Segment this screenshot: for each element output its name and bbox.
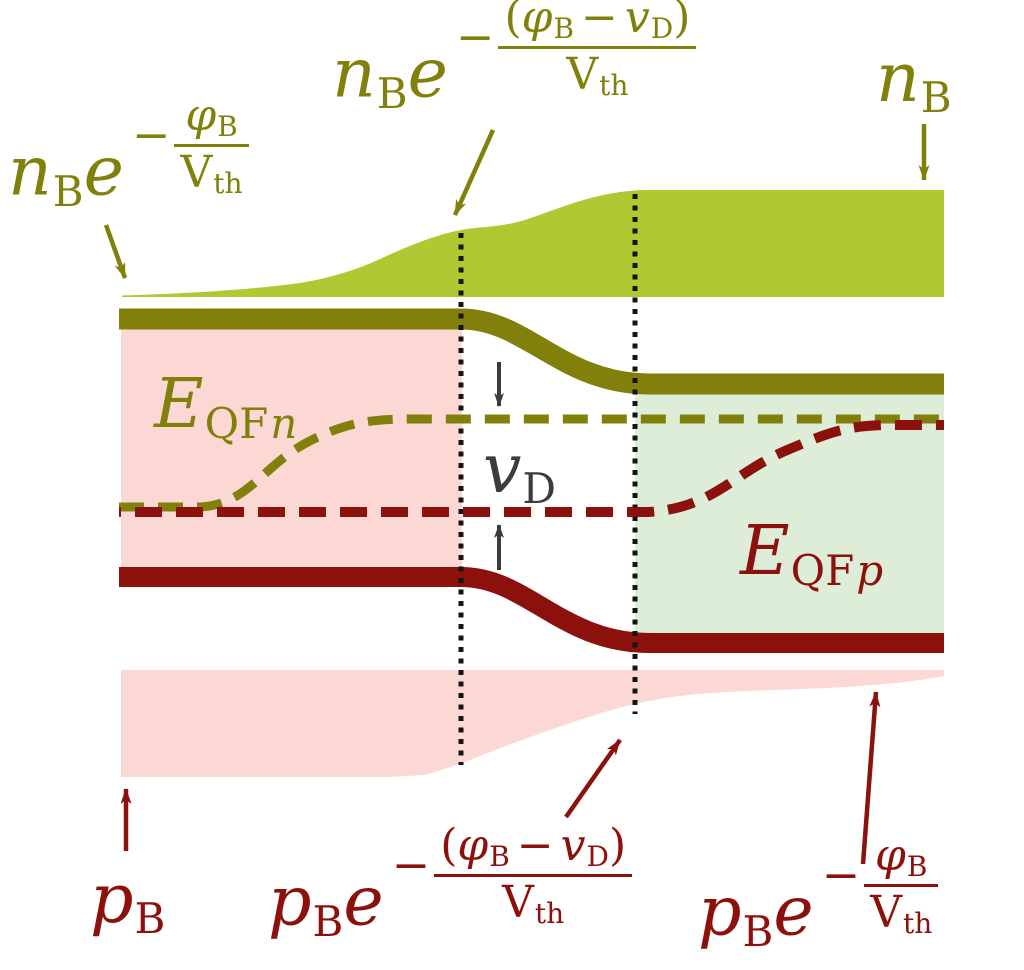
minus-sign: −	[391, 837, 431, 892]
num-sub: B	[217, 109, 238, 143]
num-var2: v	[560, 820, 586, 871]
minus-sign: −	[455, 9, 495, 64]
label-n-junction-edge: nBe − (φB − vD) Vth	[332, 0, 697, 118]
fraction-denominator: Vth	[864, 884, 939, 940]
label-eqfn: EQFn	[154, 371, 297, 445]
minus-sign: −	[821, 847, 861, 902]
fraction-denominator: Vth	[498, 46, 697, 102]
num-var: φ	[185, 90, 217, 141]
den-var: V	[566, 49, 599, 101]
arrow-p-junction	[564, 738, 622, 819]
math-base-sub: B	[376, 68, 408, 118]
fraction-numerator: (φB − vD)	[434, 823, 632, 874]
math-base-sub: B	[312, 896, 344, 946]
paren-open: (	[504, 0, 522, 43]
den-var: V	[180, 147, 213, 199]
electron-density-fill	[122, 190, 944, 297]
num-sub2: D	[650, 11, 674, 45]
paren-open: (	[440, 820, 458, 871]
label-p-bulk: pB	[90, 866, 165, 940]
math-base-sub: B	[52, 166, 84, 216]
num-sub2: D	[586, 839, 609, 873]
label-n-bulk: nB	[876, 45, 952, 119]
math-exponent: − φB Vth	[132, 93, 249, 199]
math-sub-rm: QF	[204, 398, 269, 448]
den-sub: th	[599, 68, 629, 102]
num-sub1: B	[553, 11, 575, 45]
math-exponent: − φB Vth	[822, 833, 939, 939]
arrow-n-left	[103, 224, 128, 279]
math-base: n	[8, 132, 52, 212]
num-var1: φ	[521, 0, 553, 43]
num-minus: −	[516, 820, 554, 871]
math-base: p	[698, 872, 742, 952]
math-base: n	[332, 34, 376, 114]
num-var2: v	[624, 0, 650, 43]
conduction-band	[119, 308, 944, 395]
math-exponent: − (φB − vD) Vth	[455, 0, 697, 102]
math-base-sub: B	[742, 906, 774, 956]
fraction-denominator: Vth	[174, 144, 249, 200]
den-sub: th	[213, 166, 243, 200]
math-base: n	[876, 39, 920, 118]
math-exp-e: e	[773, 872, 814, 952]
fraction-numerator: φB	[174, 93, 248, 144]
n-side-green-region	[635, 384, 944, 643]
math-base: E	[154, 365, 204, 444]
den-sub: th	[902, 906, 933, 940]
label-vd: vD	[483, 436, 556, 510]
label-n-equilibrium-left: nBe − φB Vth	[8, 93, 249, 213]
paren-close: )	[673, 0, 691, 43]
math-base: p	[268, 862, 312, 942]
fraction: (φB − vD) Vth	[498, 0, 697, 102]
label-p-equilibrium-right: pBe − φB Vth	[698, 833, 939, 956]
label-p-junction-edge: pBe − (φB − vD) Vth	[268, 823, 633, 946]
label-eqfp: EQFp	[740, 518, 883, 592]
paren-close: )	[608, 820, 627, 871]
math-base: E	[740, 512, 790, 591]
num-sub1: B	[489, 839, 510, 873]
den-var: V	[502, 877, 534, 929]
den-sub: th	[534, 896, 565, 930]
math-sub-it: n	[270, 398, 298, 448]
math-exp-e: e	[407, 34, 448, 114]
eqfp-dashed-line	[119, 420, 944, 517]
math-base-sub: D	[522, 463, 557, 513]
num-sub: B	[906, 849, 928, 883]
math-base-sub: B	[920, 72, 952, 122]
math-sub-it: p	[856, 545, 884, 595]
minus-sign: −	[131, 107, 171, 162]
arrow-n-junction	[452, 129, 496, 216]
num-var1: φ	[457, 820, 489, 871]
hole-density-fill	[121, 670, 944, 777]
math-base: v	[483, 430, 522, 509]
num-minus: −	[581, 0, 618, 43]
fraction-numerator: (φB − vD)	[498, 0, 696, 46]
math-exp-e: e	[83, 132, 124, 212]
fraction-denominator: Vth	[434, 874, 633, 930]
fraction: (φB − vD) Vth	[434, 823, 633, 930]
den-var: V	[870, 887, 902, 939]
num-var: φ	[875, 830, 906, 881]
math-exponent: − (φB − vD) Vth	[391, 823, 633, 930]
math-sub-rm: QF	[790, 545, 855, 595]
math-base-sub: B	[134, 893, 166, 943]
p-side-pink-region	[121, 319, 462, 578]
valence-band	[119, 567, 944, 653]
math-base: p	[90, 860, 134, 939]
math-exp-e: e	[343, 862, 384, 942]
fraction: φB Vth	[174, 93, 249, 200]
arrow-p-right	[860, 691, 881, 865]
fraction: φB Vth	[864, 833, 939, 940]
fraction-numerator: φB	[864, 833, 938, 884]
eqfn-dashed-line	[119, 414, 944, 512]
